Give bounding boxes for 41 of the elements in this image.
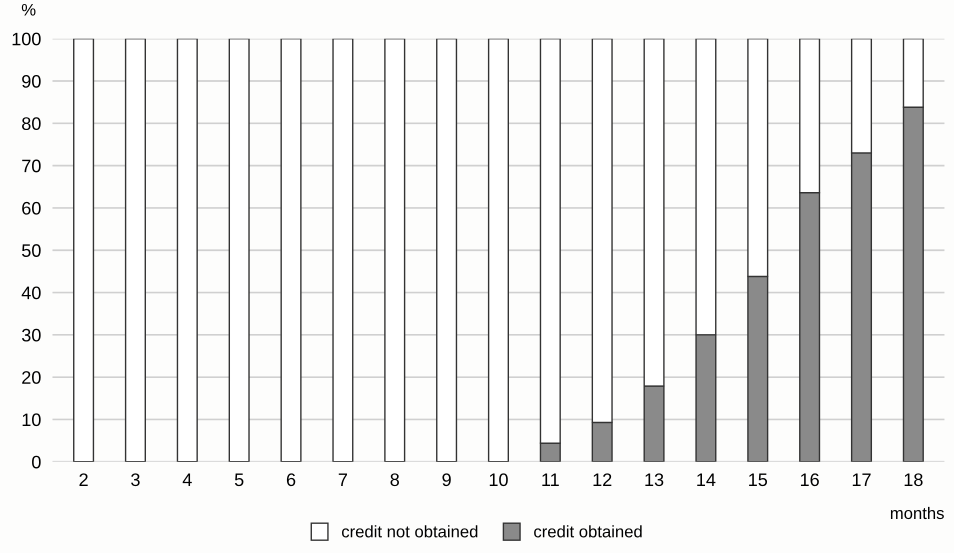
bar xyxy=(332,38,354,462)
y-tick-label: 90 xyxy=(22,74,41,88)
bar xyxy=(384,38,406,462)
bar xyxy=(436,38,458,462)
y-tick-label: 30 xyxy=(22,328,41,342)
bar xyxy=(228,38,250,462)
y-tick-label: 80 xyxy=(22,117,41,130)
x-tick-label: 13 xyxy=(645,473,664,486)
bar xyxy=(176,38,198,462)
y-tick-label: 20 xyxy=(22,371,41,384)
legend-label: credit not obtained xyxy=(342,525,478,538)
x-axis-title: months xyxy=(890,506,944,520)
bar xyxy=(280,38,302,462)
y-tick-label: 0 xyxy=(32,456,41,468)
y-tick-label: 50 xyxy=(22,244,41,257)
x-tick-label: 12 xyxy=(594,473,612,486)
x-tick-label: 2 xyxy=(79,473,88,486)
x-tick-label: 9 xyxy=(442,473,451,486)
y-tick-label: 60 xyxy=(22,202,41,215)
x-tick-label: 6 xyxy=(286,473,296,486)
x-tick-label: 15 xyxy=(749,474,768,486)
y-tick-label: 100 xyxy=(12,32,41,46)
x-tick-label: 8 xyxy=(390,473,399,486)
y-tick-label: 40 xyxy=(22,286,41,300)
x-tick-label: 18 xyxy=(904,473,923,486)
x-tick-label: 16 xyxy=(800,473,819,486)
bar xyxy=(73,38,94,462)
x-tick-label: 5 xyxy=(234,474,244,486)
y-axis-title: % xyxy=(22,4,36,16)
y-tick-label: 70 xyxy=(22,160,41,172)
y-tick-label: 10 xyxy=(22,413,41,426)
bar xyxy=(488,38,510,462)
x-tick-label: 17 xyxy=(852,474,871,486)
x-tick-label: 7 xyxy=(338,474,347,486)
bar xyxy=(124,38,146,462)
x-tick-label: 14 xyxy=(697,474,716,486)
x-tick-label: 3 xyxy=(131,473,140,486)
x-tick-label: 10 xyxy=(490,473,508,486)
x-tick-label: 4 xyxy=(182,474,192,486)
x-tick-label: 11 xyxy=(542,474,559,486)
legend-label: credit obtained xyxy=(534,525,642,538)
